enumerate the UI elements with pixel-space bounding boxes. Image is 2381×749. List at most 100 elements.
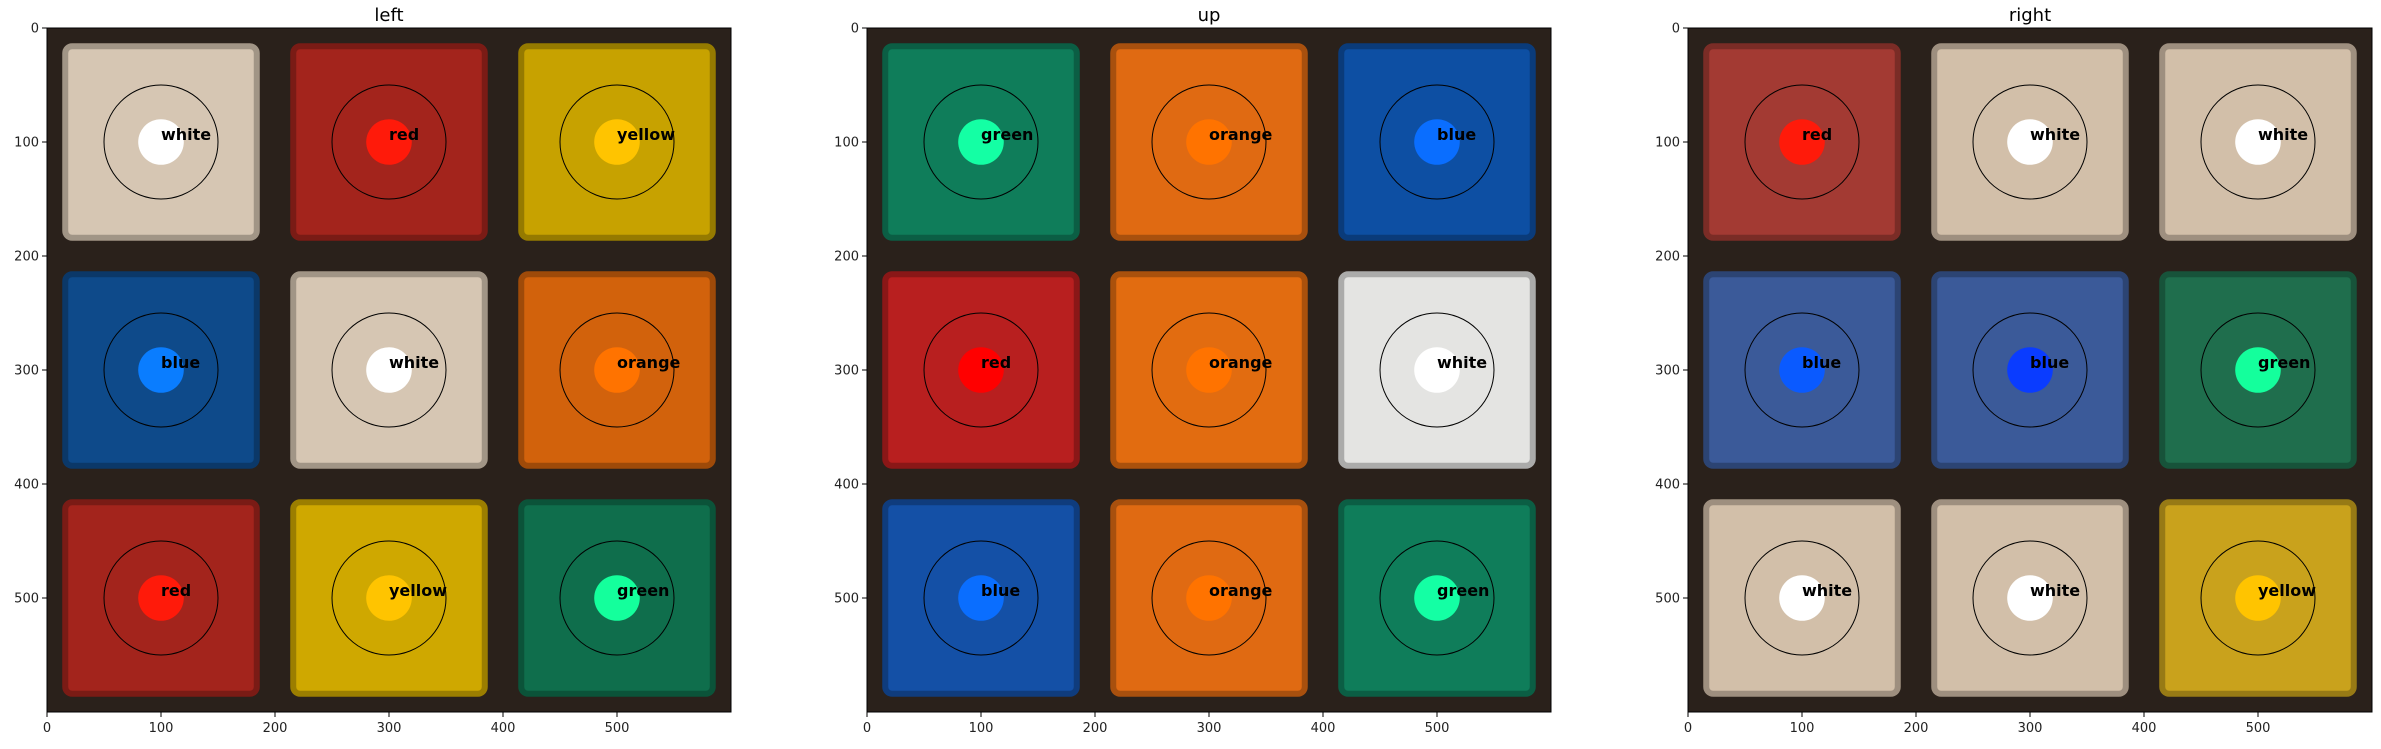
- x-tick-label: 0: [863, 721, 871, 736]
- color-label: green: [981, 125, 1033, 144]
- x-tick-label: 100: [969, 721, 994, 736]
- sample-ring: [1744, 312, 1860, 428]
- color-dot: [594, 347, 640, 393]
- sample-marker: blue: [1972, 312, 2088, 428]
- color-dot: [2007, 347, 2053, 393]
- sample-marker: orange: [559, 312, 681, 428]
- panel-title: left: [374, 5, 403, 26]
- color-dot: [1186, 347, 1232, 393]
- x-tick-label: 0: [43, 721, 51, 736]
- sample-marker: yellow: [559, 84, 675, 200]
- color-dot: [1779, 575, 1825, 621]
- color-dot: [2235, 119, 2281, 165]
- color-dot: [1186, 575, 1232, 621]
- x-tick-label: 200: [1904, 721, 1929, 736]
- x-tick-label: 200: [263, 721, 288, 736]
- color-label: orange: [1209, 125, 1273, 144]
- color-dot: [958, 575, 1004, 621]
- x-tick-label: 500: [605, 721, 630, 736]
- color-dot: [1186, 119, 1232, 165]
- color-label: orange: [1209, 353, 1273, 372]
- color-label: blue: [2030, 353, 2069, 372]
- color-dot: [1414, 347, 1460, 393]
- color-dot: [366, 575, 412, 621]
- sample-ring: [1744, 84, 1860, 200]
- color-label: blue: [1802, 353, 1841, 372]
- y-tick-label: 0: [1672, 22, 1680, 37]
- sample-ring: [331, 540, 447, 656]
- sample-marker: blue: [1744, 312, 1860, 428]
- sample-marker: orange: [1151, 540, 1273, 656]
- color-label: white: [1802, 581, 1852, 600]
- sample-marker: yellow: [331, 540, 447, 656]
- y-tick-label: 500: [834, 592, 859, 607]
- color-dot: [2007, 575, 2053, 621]
- x-tick-label: 200: [1083, 721, 1108, 736]
- sample-ring: [1972, 84, 2088, 200]
- color-dot: [1779, 347, 1825, 393]
- y-tick-label: 100: [14, 136, 39, 151]
- sample-marker: white: [1972, 84, 2088, 200]
- sample-ring: [1151, 312, 1267, 428]
- color-label: red: [389, 125, 419, 144]
- sample-marker: white: [1379, 312, 1495, 428]
- x-tick-label: 0: [1684, 721, 1692, 736]
- panel-title: right: [2009, 5, 2051, 26]
- x-tick-label: 400: [1311, 721, 1336, 736]
- color-label: blue: [1437, 125, 1476, 144]
- y-tick-label: 300: [1655, 364, 1680, 379]
- x-tick-label: 500: [2246, 721, 2271, 736]
- sample-marker: white: [2200, 84, 2316, 200]
- y-tick-label: 0: [851, 22, 859, 37]
- color-dot: [1414, 119, 1460, 165]
- color-label: white: [161, 125, 211, 144]
- sample-marker: blue: [1379, 84, 1495, 200]
- sample-ring: [2200, 84, 2316, 200]
- color-label: blue: [161, 353, 200, 372]
- color-dot: [594, 575, 640, 621]
- panel-left: white red yellow blue white orange red yellow gr…: [14, 5, 732, 736]
- color-label: white: [2030, 125, 2080, 144]
- color-label: green: [1437, 581, 1489, 600]
- color-label: white: [1437, 353, 1487, 372]
- x-tick-label: 300: [2018, 721, 2043, 736]
- sample-ring: [2200, 540, 2316, 656]
- sample-marker: orange: [1151, 84, 1273, 200]
- color-label: green: [617, 581, 669, 600]
- y-tick-label: 400: [14, 478, 39, 493]
- color-dot: [1779, 119, 1825, 165]
- sample-marker: red: [103, 540, 219, 656]
- y-tick-label: 100: [834, 136, 859, 151]
- sample-marker: green: [1379, 540, 1495, 656]
- y-tick-label: 500: [1655, 592, 1680, 607]
- color-label: green: [2258, 353, 2310, 372]
- color-label: yellow: [389, 581, 447, 600]
- color-label: orange: [617, 353, 681, 372]
- x-tick-label: 500: [1425, 721, 1450, 736]
- color-label: yellow: [2258, 581, 2316, 600]
- y-tick-label: 300: [14, 364, 39, 379]
- sample-marker: blue: [103, 312, 219, 428]
- sample-marker: green: [2200, 312, 2316, 428]
- sample-ring: [559, 312, 675, 428]
- color-label: white: [2258, 125, 2308, 144]
- y-tick-label: 400: [834, 478, 859, 493]
- color-dot: [2235, 347, 2281, 393]
- color-dot: [958, 347, 1004, 393]
- sample-ring: [1151, 84, 1267, 200]
- sample-marker: blue: [923, 540, 1039, 656]
- x-tick-label: 100: [1790, 721, 1815, 736]
- sample-ring: [923, 312, 1039, 428]
- sample-ring: [103, 84, 219, 200]
- y-tick-label: 500: [14, 592, 39, 607]
- y-tick-label: 300: [834, 364, 859, 379]
- sample-marker: orange: [1151, 312, 1273, 428]
- color-dot: [1414, 575, 1460, 621]
- sample-ring: [559, 540, 675, 656]
- sample-ring: [559, 84, 675, 200]
- x-tick-label: 300: [1197, 721, 1222, 736]
- sample-ring: [1379, 540, 1495, 656]
- sample-ring: [331, 84, 447, 200]
- sample-marker: red: [923, 312, 1039, 428]
- y-tick-label: 200: [14, 250, 39, 265]
